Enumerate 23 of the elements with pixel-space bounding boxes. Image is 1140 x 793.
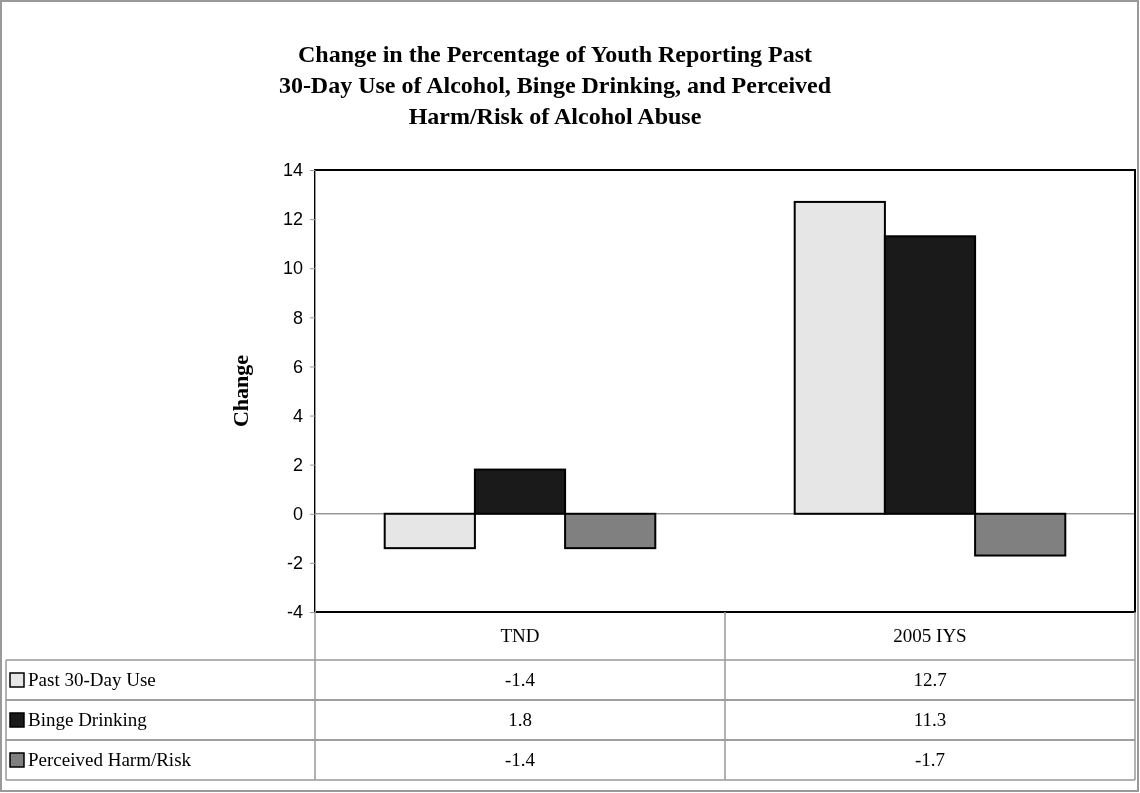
y-tick-label: 10: [282, 258, 303, 279]
y-tick-label: -2: [286, 553, 303, 574]
x-tick-label: 2005 IYS: [893, 625, 967, 646]
data-label: 12.7: [913, 669, 947, 690]
legend-label: Binge Drinking: [28, 709, 148, 730]
y-tick-label: -4: [286, 602, 303, 623]
legend-label: Past 30-Day Use: [28, 669, 156, 690]
y-tick-label: 12: [282, 209, 303, 230]
data-label: -1.4: [504, 669, 536, 690]
data-label: -1.4: [504, 749, 536, 770]
y-tick-label: 0: [292, 504, 303, 525]
y-tick-label: 4: [292, 405, 303, 426]
data-label: -1.7: [914, 749, 946, 770]
y-tick-label: 14: [282, 160, 303, 181]
y-tick-label: 2: [292, 454, 303, 475]
data-label: 11.3: [913, 709, 947, 730]
chart-title: Change in the Percentage of Youth Reporting Past 30-Day Use of Alcohol, Binge Drinking, and Perceived Harm/Risk of Alcohol Abuse: [278, 41, 832, 129]
x-tick-label: TND: [500, 625, 540, 646]
data-label: 1.8: [508, 709, 532, 730]
legend-label: Perceived Harm/Risk: [28, 749, 192, 770]
y-tick-label: 8: [292, 307, 303, 328]
y-axis-title: Change: [228, 354, 253, 428]
y-tick-label: 6: [292, 356, 303, 377]
